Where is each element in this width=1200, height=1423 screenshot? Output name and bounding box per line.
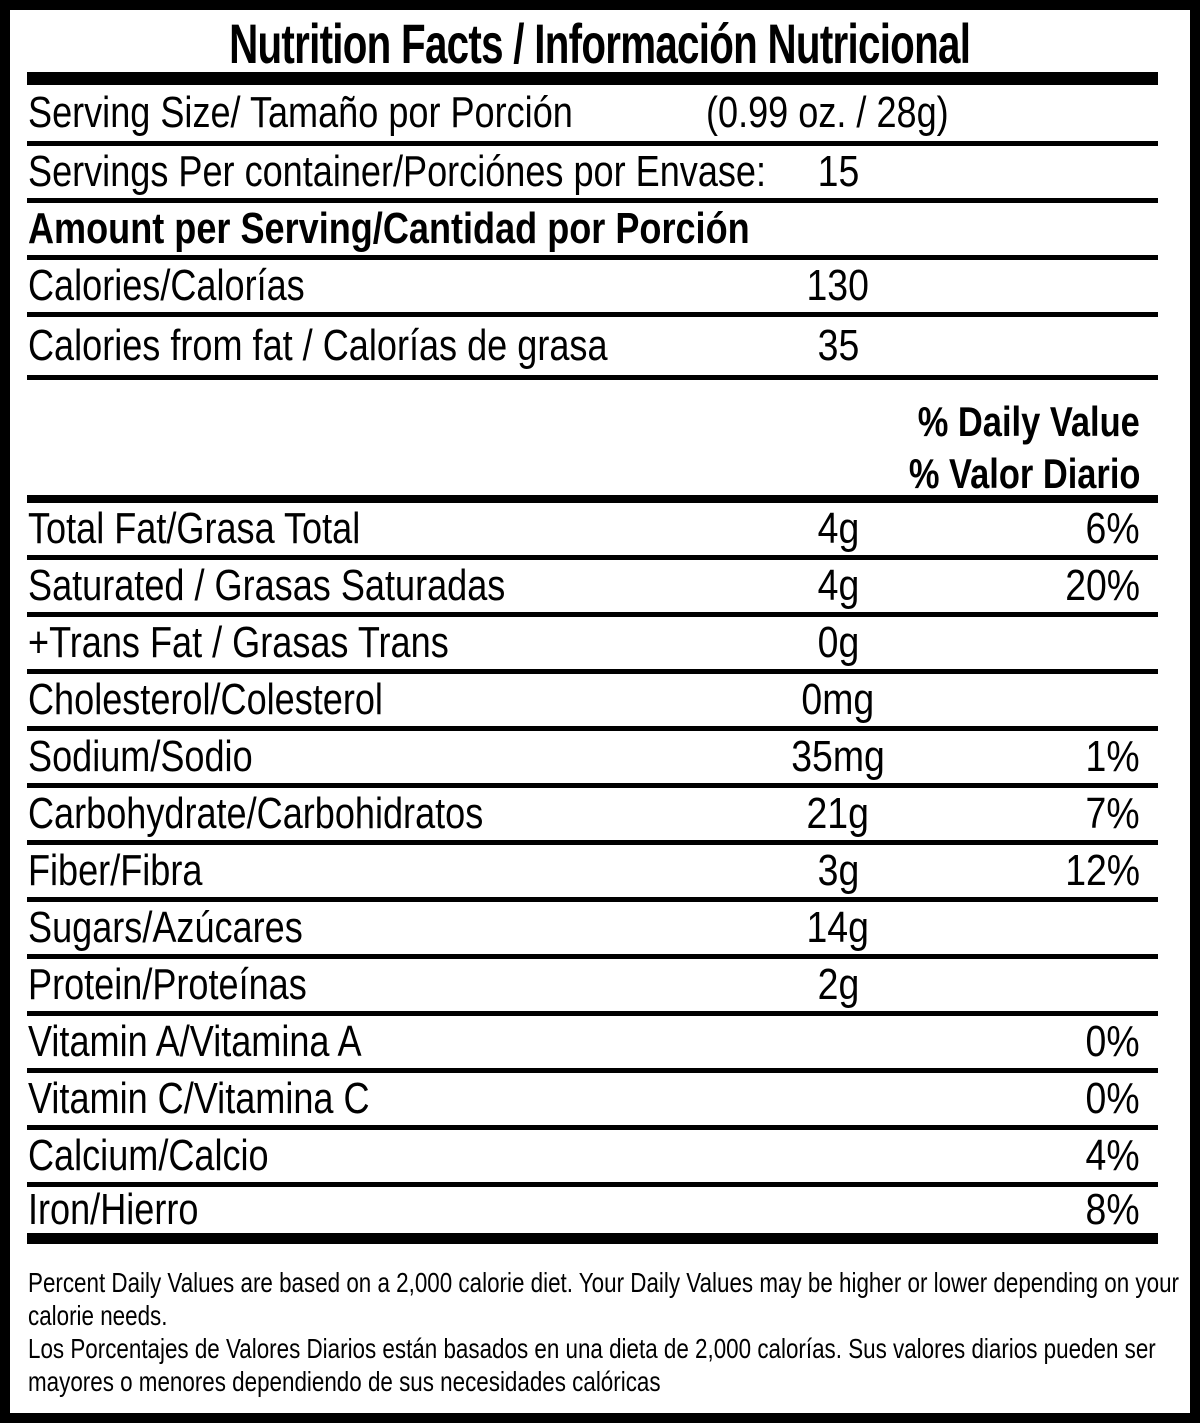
footnote-en-line2: calorie needs. [28, 1300, 168, 1331]
daily-value-header-es: % Valor Diario [908, 450, 1140, 497]
vitamin-a-dv: 0% [1085, 1017, 1140, 1066]
carbohydrate-amount: 21g [806, 789, 870, 838]
nutrient-row-calcium: Calcium/Calcio 4% [27, 1130, 1158, 1187]
serving-size-label: Serving Size/ Tamaño por Porción [28, 88, 573, 137]
total-fat-amount: 4g [817, 504, 859, 553]
carbohydrate-label: Carbohydrate/Carbohidratos [28, 789, 484, 838]
servings-per-container-label: Servings Per container/Porciónes por Env… [28, 147, 767, 196]
nutrient-row-total-fat: Total Fat/Grasa Total 4g 6% [27, 503, 1158, 560]
footnote: Percent Daily Values are based on a 2,00… [10, 1244, 1190, 1398]
daily-value-header-en: % Daily Value [917, 398, 1140, 445]
total-fat-dv: 6% [1085, 504, 1140, 553]
calories-from-fat-row: Calories from fat / Calorías de grasa 35 [27, 317, 1158, 380]
nutrient-row-sodium: Sodium/Sodio 35mg 1% [27, 731, 1158, 788]
calories-value: 130 [806, 261, 870, 310]
trans-fat-amount: 0g [817, 618, 859, 667]
serving-size-value: (0.99 oz. / 28g) [706, 88, 950, 137]
footnote-es-line1: Los Porcentajes de Valores Diarios están… [28, 1333, 1156, 1364]
nutrient-row-vitamin-a: Vitamin A/Vitamina A 0% [27, 1016, 1158, 1073]
iron-dv: 8% [1085, 1185, 1140, 1234]
sugars-label: Sugars/Azúcares [28, 903, 303, 952]
trans-fat-label: +Trans Fat / Grasas Trans [28, 618, 449, 667]
calories-label: Calories/Calorías [28, 261, 305, 310]
calories-from-fat-value: 35 [817, 321, 859, 370]
nutrient-row-cholesterol: Cholesterol/Colesterol 0mg [27, 674, 1158, 731]
saturated-fat-label: Saturated / Grasas Saturadas [28, 561, 506, 610]
nutrient-row-fiber: Fiber/Fibra 3g 12% [27, 845, 1158, 902]
protein-amount: 2g [817, 960, 859, 1009]
sodium-amount: 35mg [791, 732, 885, 781]
amount-per-serving-header-row: Amount per Serving/Cantidad por Porción [27, 203, 1158, 260]
calories-from-fat-label: Calories from fat / Calorías de grasa [28, 321, 608, 370]
saturated-fat-amount: 4g [817, 561, 859, 610]
daily-value-header: % Daily Value % Valor Diario [27, 380, 1158, 503]
cholesterol-amount: 0mg [801, 675, 875, 724]
page-title: Nutrition Facts / Información Nutriciona… [10, 10, 1190, 75]
iron-label: Iron/Hierro [28, 1185, 199, 1234]
nutrient-row-carbohydrate: Carbohydrate/Carbohidratos 21g 7% [27, 788, 1158, 845]
sodium-dv: 1% [1085, 732, 1140, 781]
nutrient-row-iron: Iron/Hierro 8% [27, 1185, 1158, 1244]
total-fat-label: Total Fat/Grasa Total [28, 504, 361, 553]
serving-size-row: Serving Size/ Tamaño por Porción (0.99 oz… [27, 85, 1158, 146]
nutrient-row-vitamin-c: Vitamin C/Vitamina C 0% [27, 1073, 1158, 1130]
footnote-es-line2: mayores o menores dependiendo de sus nec… [28, 1366, 661, 1397]
vitamin-a-label: Vitamin A/Vitamina A [28, 1017, 362, 1066]
fiber-dv: 12% [1065, 846, 1140, 895]
calcium-label: Calcium/Calcio [28, 1131, 269, 1180]
carbohydrate-dv: 7% [1085, 789, 1140, 838]
vitamin-c-label: Vitamin C/Vitamina C [28, 1074, 370, 1123]
sugars-amount: 14g [806, 903, 870, 952]
page-title-text: Nutrition Facts / Información Nutriciona… [229, 11, 971, 75]
cholesterol-label: Cholesterol/Colesterol [28, 675, 383, 724]
servings-per-container-value: 15 [817, 147, 859, 196]
sodium-label: Sodium/Sodio [28, 732, 253, 781]
nutrient-row-protein: Protein/Proteínas 2g [27, 959, 1158, 1016]
nutrient-row-trans-fat: +Trans Fat / Grasas Trans 0g [27, 617, 1158, 674]
nutrient-row-saturated-fat: Saturated / Grasas Saturadas 4g 20% [27, 560, 1158, 617]
protein-label: Protein/Proteínas [28, 960, 307, 1009]
servings-per-container-row: Servings Per container/Porciónes por Env… [27, 146, 1158, 203]
saturated-fat-dv: 20% [1065, 561, 1140, 610]
nutrient-row-sugars: Sugars/Azúcares 14g [27, 902, 1158, 959]
vitamin-c-dv: 0% [1085, 1074, 1140, 1123]
title-separator-bar [27, 72, 1158, 85]
fiber-label: Fiber/Fibra [28, 846, 203, 895]
footnote-en-line1: Percent Daily Values are based on a 2,00… [28, 1267, 1179, 1298]
fiber-amount: 3g [817, 846, 859, 895]
serving-size-text: Serving Size/ Tamaño por Porción (0.99 oz… [27, 88, 1002, 138]
amount-per-serving-header: Amount per Serving/Cantidad por Porción [28, 204, 750, 253]
calcium-dv: 4% [1085, 1131, 1140, 1180]
calories-row: Calories/Calorías 130 [27, 260, 1158, 317]
